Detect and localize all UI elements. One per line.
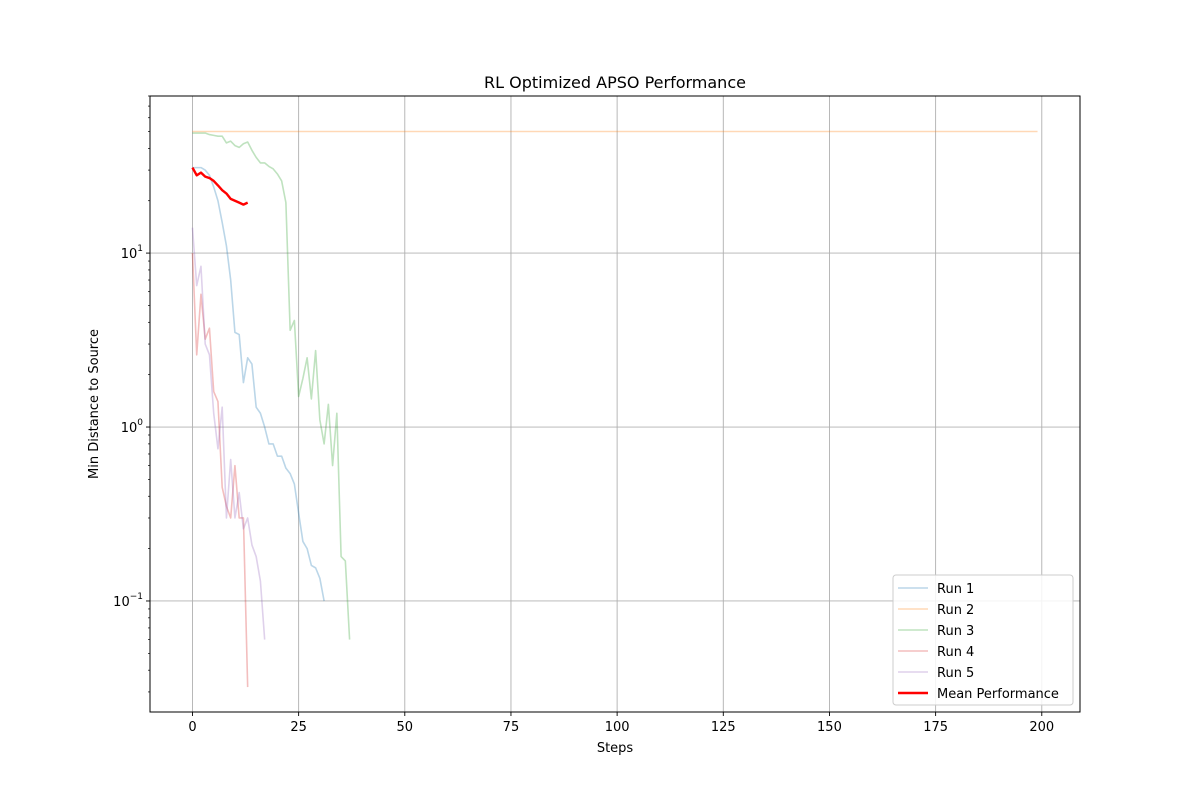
x-tick-label: 0 bbox=[188, 720, 196, 735]
legend-label: Run 3 bbox=[937, 624, 974, 639]
series-line-4 bbox=[191, 253, 249, 688]
x-tick-label: 125 bbox=[711, 720, 736, 735]
series-line-1 bbox=[192, 166, 325, 602]
legend-label: Run 4 bbox=[937, 645, 974, 660]
y-tick-label: 101 bbox=[121, 244, 143, 262]
y-tick-label: 10−1 bbox=[113, 592, 143, 610]
x-tick-label: 200 bbox=[1029, 720, 1054, 735]
y-tick-label: 100 bbox=[121, 418, 144, 436]
y-axis-title: Min Distance to Source bbox=[87, 329, 102, 479]
series-line-5 bbox=[191, 227, 266, 640]
legend-label: Run 1 bbox=[937, 582, 974, 597]
x-tick-label: 150 bbox=[817, 720, 842, 735]
series-layer bbox=[191, 130, 1038, 688]
legend-box bbox=[892, 574, 1074, 706]
x-tick-label: 25 bbox=[290, 720, 307, 735]
series-line-3 bbox=[192, 132, 351, 640]
plot-frame bbox=[149, 95, 1081, 713]
x-tick-label: 100 bbox=[605, 720, 630, 735]
legend-label: Run 5 bbox=[937, 666, 974, 681]
x-tick-label: 175 bbox=[923, 720, 948, 735]
legend-label: Mean Performance bbox=[937, 687, 1059, 702]
legend: Run 1 Run 2 Run 3 Run 4 Run 5 Mean Performanc… bbox=[892, 574, 1074, 706]
x-tick-label: 75 bbox=[503, 720, 520, 735]
legend-label: Run 2 bbox=[937, 603, 974, 618]
series-line-6 bbox=[191, 167, 249, 206]
ticks: 0 25 50 75 100 125 150 175 200 10−1 100 101 bbox=[113, 95, 1054, 735]
x-tick-label: 50 bbox=[397, 720, 414, 735]
x-axis-title: Steps bbox=[597, 741, 634, 756]
chart-title: RL Optimized APSO Performance bbox=[484, 73, 746, 92]
